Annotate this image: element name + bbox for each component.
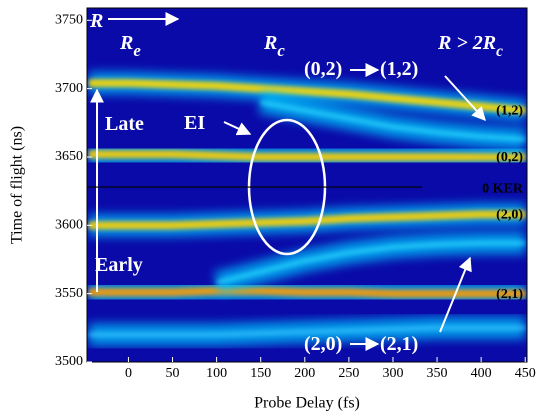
- arrow: [223, 121, 252, 136]
- annotation-text: EI: [184, 112, 205, 134]
- annotation-subscript: c: [496, 43, 503, 60]
- arrow: [444, 75, 486, 122]
- annotation-text: R: [119, 32, 133, 54]
- annotation: R > 2Rc: [437, 32, 503, 60]
- y-tick-label: 3750: [55, 13, 83, 28]
- annotation: Rc: [263, 32, 285, 60]
- band: [88, 325, 526, 338]
- x-tick-label: 250: [338, 366, 359, 381]
- band-label: (1,2): [496, 104, 523, 119]
- x-tick-label: 350: [427, 366, 448, 381]
- annotation: (2,1): [380, 333, 418, 355]
- band-label: (0,2): [496, 150, 523, 165]
- annotation: EI: [184, 112, 205, 134]
- x-tick-label: 150: [250, 366, 271, 381]
- annotation-text: R: [263, 32, 277, 54]
- band: [88, 79, 526, 115]
- annotation: Re: [119, 32, 141, 60]
- x-tick-label: 200: [294, 366, 315, 381]
- annotation-text: (2,0): [304, 333, 342, 355]
- annotation-text: R: [89, 10, 103, 32]
- x-tick-label: 450: [515, 366, 536, 381]
- y-tick-label: 3550: [55, 286, 83, 301]
- annotation-text: R > 2R: [437, 32, 496, 54]
- x-tick-label: 100: [206, 366, 227, 381]
- annotation-subscript: c: [277, 41, 285, 60]
- annotation: (1,2): [380, 58, 418, 80]
- annotation-text: Late: [105, 113, 144, 135]
- band: [88, 210, 526, 230]
- band: [88, 286, 526, 298]
- annotation-text: Early: [95, 254, 143, 276]
- band-label: (2,0): [496, 208, 523, 223]
- x-tick-label: 400: [471, 366, 492, 381]
- x-tick-label: 300: [382, 366, 403, 381]
- frame: [86, 7, 528, 363]
- annotation: (0,2): [304, 58, 342, 80]
- annotation-text: (2,1): [380, 333, 418, 355]
- y-axis-label: Time of flight (ns): [9, 126, 26, 244]
- band-label: (2,1): [496, 287, 523, 302]
- annotation: (2,0): [304, 333, 342, 355]
- y-tick-label: 3600: [55, 218, 83, 233]
- x-axis-label: Probe Delay (fs): [254, 395, 360, 412]
- annotation: R: [89, 10, 103, 32]
- annotation: Late: [105, 113, 144, 135]
- band: [88, 150, 526, 161]
- y-tick-label: 3650: [55, 149, 83, 164]
- x-tick-label: 50: [166, 366, 180, 381]
- annotation-text: (1,2): [380, 58, 418, 80]
- y-tick-label: 3500: [55, 354, 83, 369]
- annotation: Early: [95, 254, 143, 276]
- x-tick-label: 0: [125, 366, 132, 381]
- arrow: [439, 256, 472, 333]
- y-tick-label: 3700: [55, 81, 83, 96]
- band: [216, 240, 526, 286]
- zero-ker-label: 0 KER: [482, 181, 524, 196]
- plot-area: [87, 8, 527, 362]
- band: [260, 99, 526, 142]
- annotation-text: (0,2): [304, 58, 342, 80]
- annotation-subscript: e: [133, 41, 141, 60]
